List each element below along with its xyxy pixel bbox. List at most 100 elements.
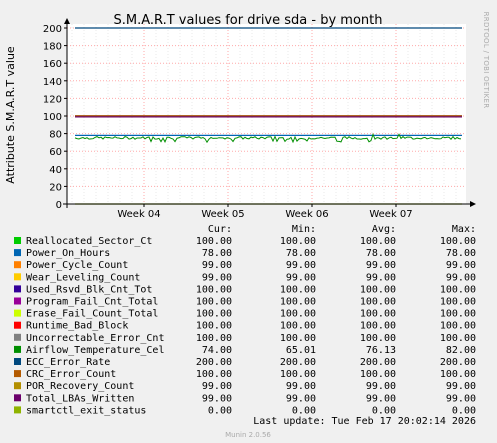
legend-header-cur: Cur: xyxy=(208,224,232,235)
legend-avg-airflow-temperature-cel: 76.13 xyxy=(366,345,396,356)
legend-min-program-fail-cnt-total: 100.00 xyxy=(280,297,316,308)
y-tick-label: 20 xyxy=(49,182,62,193)
legend-label-uncorrectable-error-cnt: Uncorrectable_Error_Cnt xyxy=(26,333,164,344)
legend-max-airflow-temperature-cel: 82.00 xyxy=(446,345,476,356)
legend-swatch-crc-error-count xyxy=(14,370,21,378)
legend-max-total-lbas-written: 99.00 xyxy=(446,393,476,404)
legend-label-reallocated-sector-ct: Reallocated_Sector_Ct xyxy=(26,236,152,247)
chart-title: S.M.A.R.T values for drive sda - by mont… xyxy=(114,13,383,28)
legend-avg-power-on-hours: 78.00 xyxy=(366,248,396,259)
legend-header-avg: Avg: xyxy=(372,224,396,235)
legend: Reallocated_Sector_Ct 100.00 100.00 100.00 1… xyxy=(14,236,476,416)
legend-cur-program-fail-cnt-total: 100.00 xyxy=(196,297,232,308)
x-tick-label: Week 04 xyxy=(117,209,160,220)
legend-min-ecc-error-rate: 200.00 xyxy=(280,357,316,368)
legend-max-used-rsvd-blk-cnt-tot: 100.00 xyxy=(440,284,476,295)
legend-swatch-power-cycle-count xyxy=(14,261,21,269)
y-tick-label: 200 xyxy=(43,24,62,35)
legend-avg-erase-fail-count-total: 100.00 xyxy=(360,309,396,320)
legend-min-power-on-hours: 78.00 xyxy=(286,248,316,259)
legend-max-runtime-bad-block: 100.00 xyxy=(440,321,476,332)
legend-max-ecc-error-rate: 200.00 xyxy=(440,357,476,368)
legend-label-used-rsvd-blk-cnt-tot: Used_Rsvd_Blk_Cnt_Tot xyxy=(26,284,152,295)
legend-swatch-program-fail-cnt-total xyxy=(14,297,21,305)
legend-min-power-cycle-count: 99.00 xyxy=(286,260,316,271)
legend-swatch-power-on-hours xyxy=(14,249,21,257)
legend-max-power-on-hours: 78.00 xyxy=(446,248,476,259)
legend-min-airflow-temperature-cel: 65.01 xyxy=(286,345,316,356)
legend-label-power-cycle-count: Power_Cycle_Count xyxy=(26,260,128,271)
legend-avg-runtime-bad-block: 100.00 xyxy=(360,321,396,332)
legend-header: Cur: Min: Avg: Max: xyxy=(208,224,476,235)
y-axis-label: Attribute S.M.A.R.T value xyxy=(4,46,17,184)
munin-footer: Munin 2.0.56 xyxy=(225,431,271,439)
legend-avg-program-fail-cnt-total: 100.00 xyxy=(360,297,396,308)
legend-cur-erase-fail-count-total: 100.00 xyxy=(196,309,232,320)
last-update: Last update: Tue Feb 17 20:02:14 2026 xyxy=(253,416,476,427)
legend-swatch-erase-fail-count-total xyxy=(14,309,21,317)
legend-label-smartctl-exit-status: smartctl_exit_status xyxy=(26,405,146,416)
legend-max-power-cycle-count: 99.00 xyxy=(446,260,476,271)
legend-label-program-fail-cnt-total: Program_Fail_Cnt_Total xyxy=(26,297,158,308)
legend-min-runtime-bad-block: 100.00 xyxy=(280,321,316,332)
legend-avg-power-cycle-count: 99.00 xyxy=(366,260,396,271)
legend-label-crc-error-count: CRC_Error_Count xyxy=(26,369,116,380)
x-tick-label: Week 07 xyxy=(369,209,412,220)
legend-avg-ecc-error-rate: 200.00 xyxy=(360,357,396,368)
legend-min-used-rsvd-blk-cnt-tot: 100.00 xyxy=(280,284,316,295)
rrdtool-side-label: RRDTOOL / TOBI OETIKER xyxy=(482,12,490,109)
legend-label-total-lbas-written: Total_LBAs_Written xyxy=(26,393,134,404)
legend-avg-total-lbas-written: 99.00 xyxy=(366,393,396,404)
legend-cur-uncorrectable-error-cnt: 100.00 xyxy=(196,333,232,344)
legend-swatch-used-rsvd-blk-cnt-tot xyxy=(14,285,21,293)
legend-min-wear-leveling-count: 99.00 xyxy=(286,272,316,283)
legend-label-wear-leveling-count: Wear_Leveling_Count xyxy=(26,272,140,283)
y-tick-label: 0 xyxy=(56,200,62,211)
legend-cur-wear-leveling-count: 99.00 xyxy=(202,272,232,283)
y-tick-label: 180 xyxy=(43,42,62,53)
y-tick-label: 60 xyxy=(49,147,62,158)
y-tick-label: 100 xyxy=(43,112,62,123)
series-line-airflow-temperature-cel xyxy=(74,132,462,144)
legend-max-reallocated-sector-ct: 100.00 xyxy=(440,236,476,247)
legend-max-crc-error-count: 100.00 xyxy=(440,369,476,380)
legend-max-smartctl-exit-status: 0.00 xyxy=(452,405,476,416)
legend-label-airflow-temperature-cel: Airflow_Temperature_Cel xyxy=(26,345,164,356)
legend-min-reallocated-sector-ct: 100.00 xyxy=(280,236,316,247)
y-tick-label: 140 xyxy=(43,77,62,88)
legend-avg-smartctl-exit-status: 0.00 xyxy=(372,405,396,416)
legend-label-ecc-error-rate: ECC_Error_Rate xyxy=(26,357,110,368)
y-tick-label: 80 xyxy=(49,130,62,141)
legend-cur-runtime-bad-block: 100.00 xyxy=(196,321,232,332)
legend-max-erase-fail-count-total: 100.00 xyxy=(440,309,476,320)
legend-swatch-ecc-error-rate xyxy=(14,358,21,365)
legend-avg-reallocated-sector-ct: 100.00 xyxy=(360,236,396,247)
legend-swatch-runtime-bad-block xyxy=(14,321,21,329)
legend-cur-ecc-error-rate: 200.00 xyxy=(196,357,232,368)
legend-min-por-recovery-count: 99.00 xyxy=(286,381,316,392)
legend-max-por-recovery-count: 99.00 xyxy=(446,381,476,392)
legend-avg-wear-leveling-count: 99.00 xyxy=(366,272,396,283)
legend-cur-used-rsvd-blk-cnt-tot: 100.00 xyxy=(196,284,232,295)
legend-label-power-on-hours: Power_On_Hours xyxy=(26,248,110,259)
legend-label-erase-fail-count-total: Erase_Fail_Count_Total xyxy=(26,309,158,320)
legend-label-runtime-bad-block: Runtime_Bad_Block xyxy=(26,321,128,332)
legend-swatch-reallocated-sector-ct xyxy=(14,237,21,244)
legend-avg-crc-error-count: 100.00 xyxy=(360,369,396,380)
legend-header-min: Min: xyxy=(292,224,316,235)
legend-max-program-fail-cnt-total: 100.00 xyxy=(440,297,476,308)
plot-area xyxy=(67,24,466,204)
legend-cur-smartctl-exit-status: 0.00 xyxy=(208,405,232,416)
legend-swatch-wear-leveling-count xyxy=(14,273,21,281)
legend-min-total-lbas-written: 99.00 xyxy=(286,393,316,404)
legend-cur-reallocated-sector-ct: 100.00 xyxy=(196,236,232,247)
legend-cur-power-cycle-count: 99.00 xyxy=(202,260,232,271)
legend-cur-power-on-hours: 78.00 xyxy=(202,248,232,259)
legend-avg-used-rsvd-blk-cnt-tot: 100.00 xyxy=(360,284,396,295)
legend-swatch-por-recovery-count xyxy=(14,382,21,390)
y-tick-label: 120 xyxy=(43,94,62,105)
x-tick-label: Week 05 xyxy=(201,209,244,220)
x-tick-label: Week 06 xyxy=(285,209,328,220)
legend-min-uncorrectable-error-cnt: 100.00 xyxy=(280,333,316,344)
